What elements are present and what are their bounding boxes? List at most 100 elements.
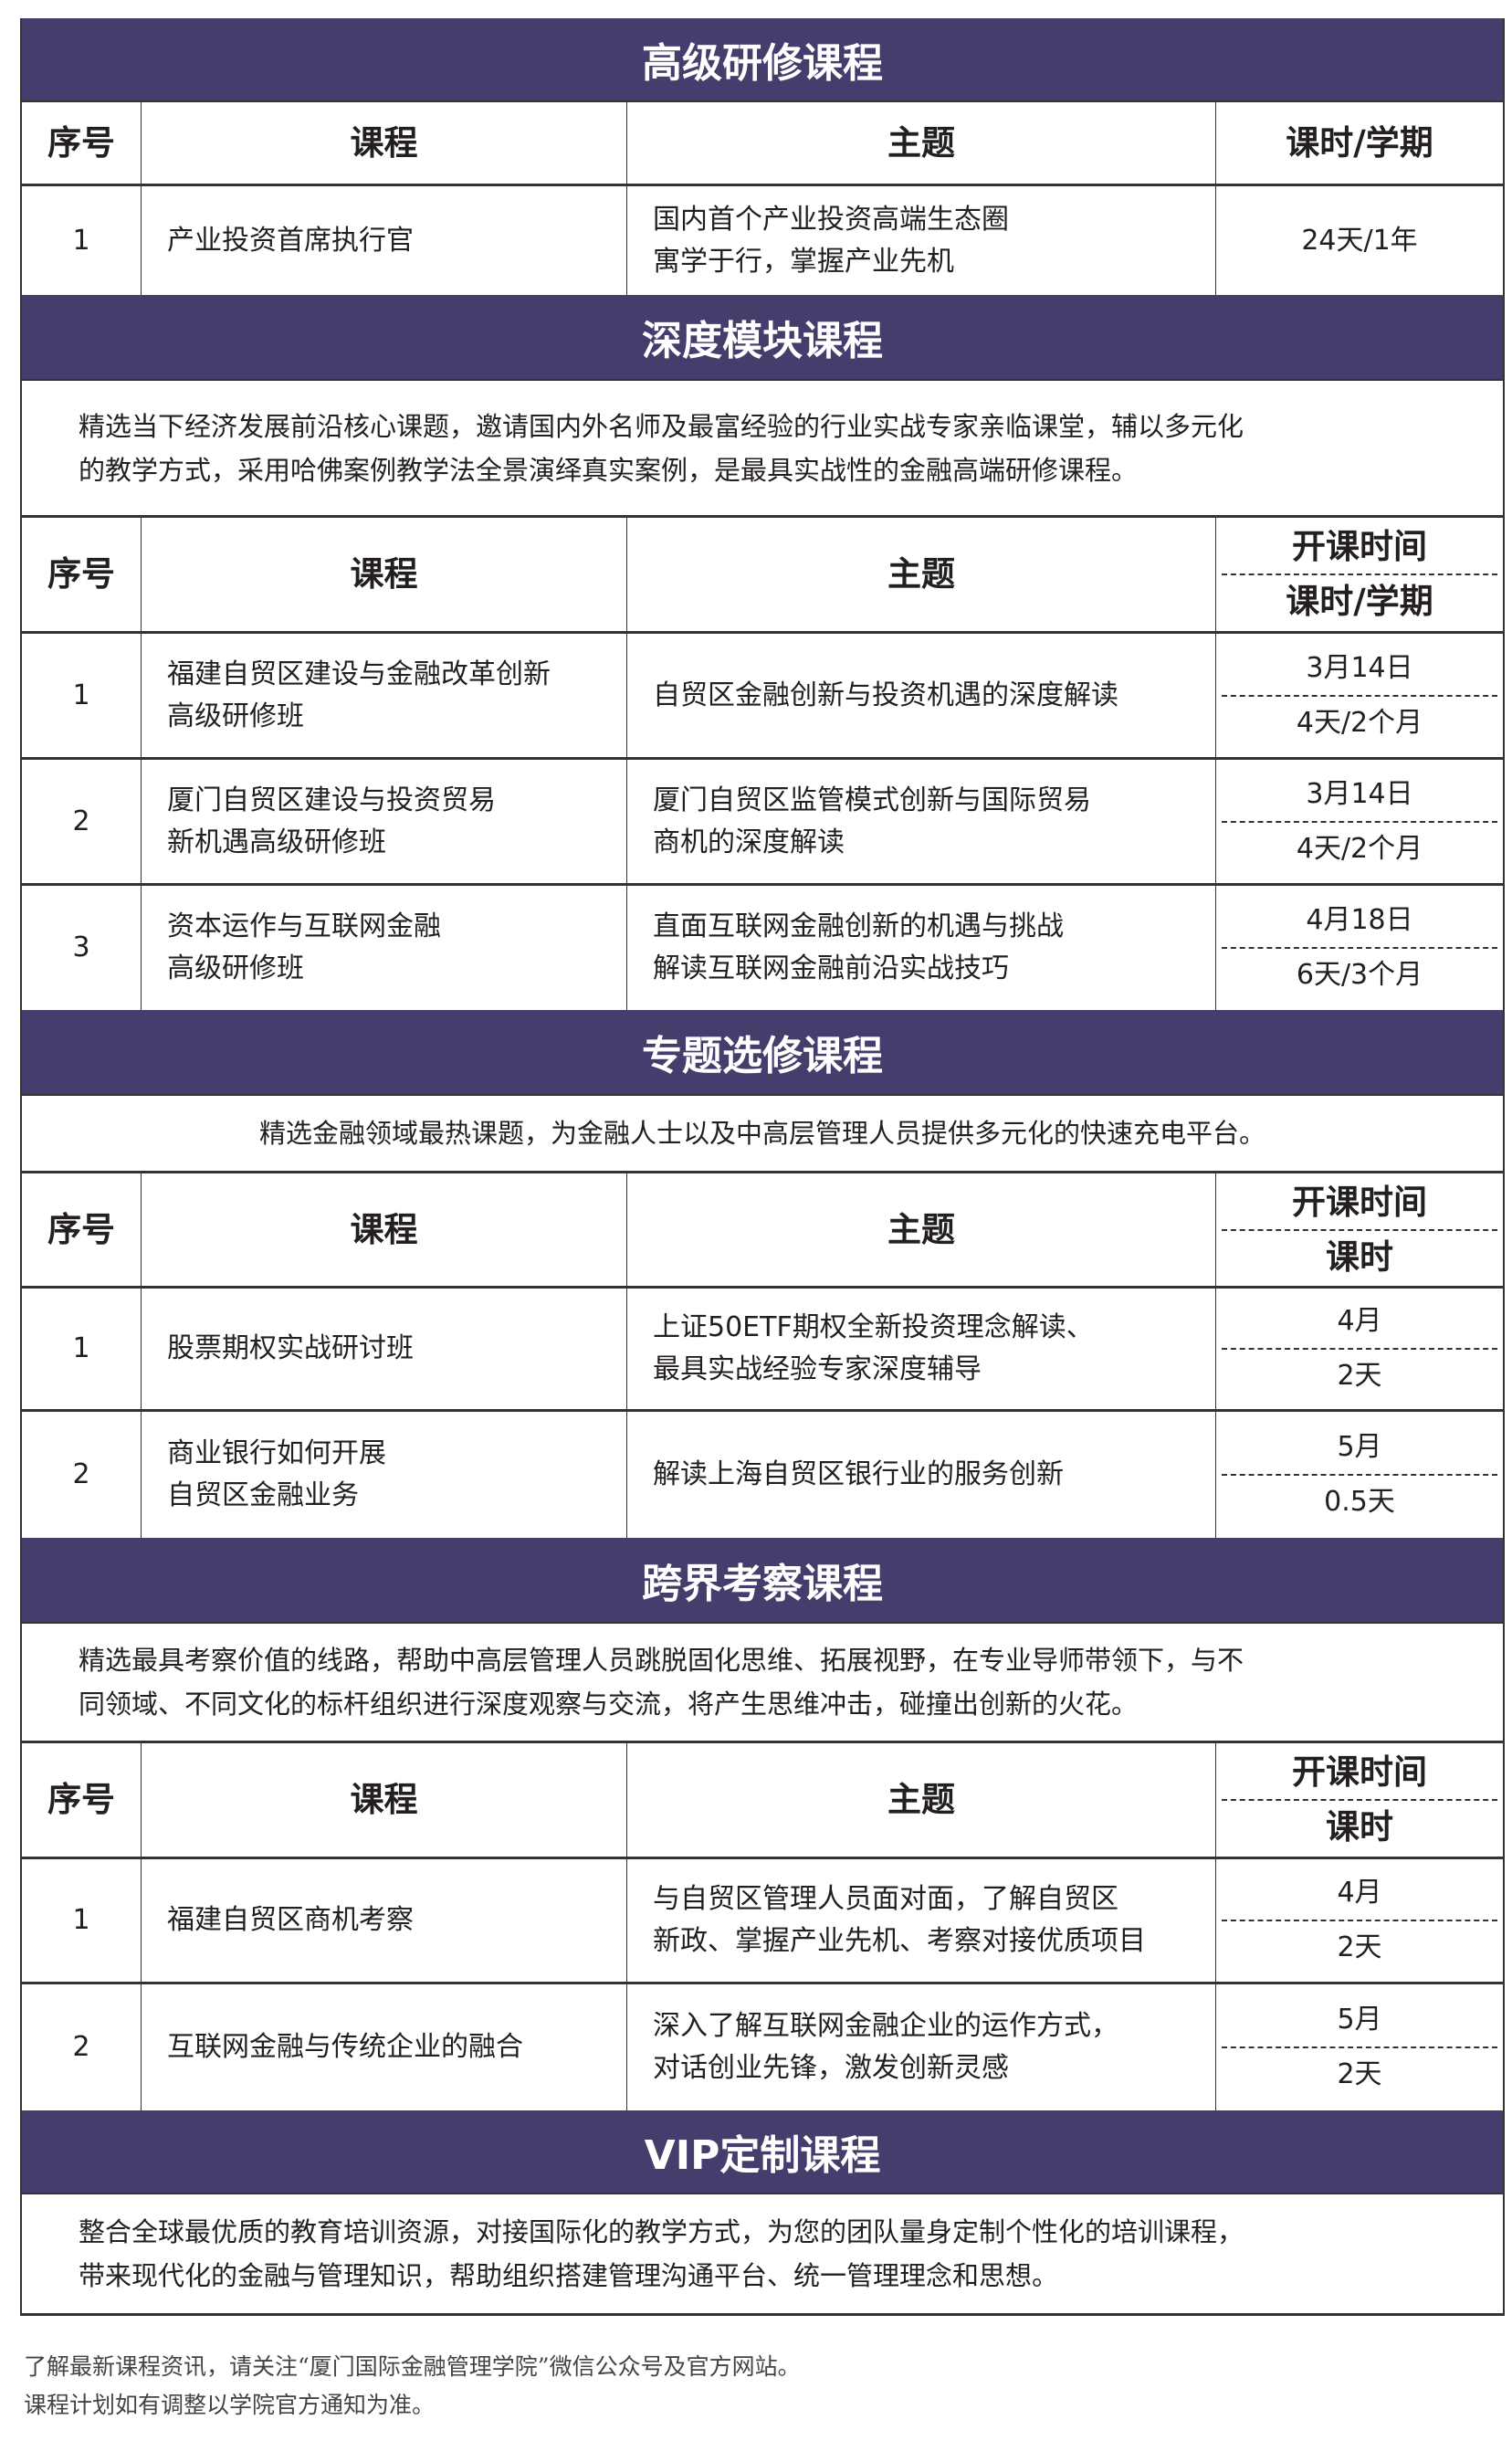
column-header-time: 开课时间 课时 <box>1216 1743 1503 1857</box>
course-name: 资本运作与互联网金融 高级研修班 <box>142 886 627 1010</box>
column-header-no: 序号 <box>22 102 142 184</box>
course-name: 股票期权实战研讨班 <box>142 1289 627 1409</box>
course-time-bottom: 0.5天 <box>1324 1486 1395 1518</box>
course-time-top: 3月14日 <box>1306 777 1413 810</box>
course-time: 3月14日 4天/2个月 <box>1216 634 1503 757</box>
footer-note-1: 了解最新课程资讯，请关注“厦门国际金融管理学院”微信公众号及官方网站。 <box>24 2353 801 2380</box>
table-row: 3 资本运作与互联网金融 高级研修班 直面互联网金融创新的机遇与挑战 解读互联网金融… <box>22 886 1503 1010</box>
column-header-time: 开课时间 课时 <box>1216 1173 1503 1286</box>
section-description: 整合全球最优质的教育培训资源，对接国际化的教学方式，为您的团队量身定制个性化的培… <box>79 2216 1244 2291</box>
course-time: 4月18日 6天/3个月 <box>1216 886 1503 1010</box>
column-header-no: 序号 <box>22 1173 142 1286</box>
course-topic: 上证50ETF期权全新投资理念解读、 最具实战经验专家深度辅导 <box>627 1289 1216 1409</box>
column-header-time-top: 开课时间 <box>1292 527 1427 566</box>
dashed-divider <box>1222 694 1497 697</box>
course-time-bottom: 6天/3个月 <box>1296 959 1423 991</box>
course-time-bottom: 4天/2个月 <box>1296 706 1423 739</box>
column-header-course: 课程 <box>142 1173 627 1286</box>
dashed-divider <box>1222 1348 1497 1350</box>
course-topic: 与自贸区管理人员面对面，了解自贸区 新政、掌握产业先机、考察对接优质项目 <box>627 1859 1216 1982</box>
column-header-time-top: 课时/学期 <box>1286 122 1433 163</box>
row-number: 1 <box>22 634 142 757</box>
section-title: 高级研修课程 <box>22 18 1503 102</box>
row-number: 2 <box>22 760 142 883</box>
column-header-time-bottom: 课时/学期 <box>1286 582 1433 621</box>
section-description: 精选当下经济发展前沿核心课题，邀请国内外名师及最富经验的行业实战专家亲临课堂，辅… <box>22 381 1503 518</box>
course-time-top: 4月 <box>1337 1877 1382 1909</box>
dashed-divider <box>1222 1228 1497 1231</box>
dashed-divider <box>1222 1920 1497 1921</box>
course-section: 高级研修课程 序号 课程 主题 课时/学期 1 产业投资首席执行官 国内首个产业投资高端生态圈… <box>22 18 1503 295</box>
section-title: VIP定制课程 <box>22 2110 1503 2194</box>
column-header-time-top: 开课时间 <box>1292 1182 1427 1222</box>
column-header-topic: 主题 <box>627 102 1216 184</box>
course-time: 24天/1年 <box>1216 186 1503 295</box>
course-time-top: 5月 <box>1337 2004 1382 2036</box>
course-section: 深度模块课程 精选当下经济发展前沿核心课题，邀请国内外名师及最富经验的行业实战专家… <box>22 295 1503 1010</box>
course-time: 5月 2天 <box>1216 1984 1503 2110</box>
column-header-time: 开课时间课时/学期 <box>1216 518 1503 631</box>
column-header-no: 序号 <box>22 518 142 631</box>
table-row: 2 厦门自贸区建设与投资贸易 新机遇高级研修班 厦门自贸区监管模式创新与国际贸易 商… <box>22 760 1503 886</box>
row-number: 2 <box>22 1984 142 2110</box>
course-name: 互联网金融与传统企业的融合 <box>142 1984 627 2110</box>
course-topic: 深入了解互联网金融企业的运作方式， 对话创业先锋，激发创新灵感 <box>627 1984 1216 2110</box>
column-header-time-bottom: 课时 <box>1326 1236 1393 1277</box>
course-time-bottom: 2天 <box>1337 2058 1382 2090</box>
section-description: 精选最具考察价值的线路，帮助中高层管理人员跳脱固化思维、拓展视野，在专业导师带领… <box>22 1624 1503 1743</box>
course-name: 产业投资首席执行官 <box>142 186 627 295</box>
course-name: 商业银行如何开展 自贸区金融业务 <box>142 1412 627 1538</box>
column-header-topic: 主题 <box>627 518 1216 631</box>
course-section: VIP定制课程整合全球最优质的教育培训资源，对接国际化的教学方式，为您的团队量身… <box>22 2110 1503 2313</box>
course-name: 福建自贸区建设与金融改革创新 高级研修班 <box>142 634 627 757</box>
table-row: 1 股票期权实战研讨班 上证50ETF期权全新投资理念解读、 最具实战经验专家深度辅… <box>22 1289 1503 1412</box>
table-row: 1 产业投资首席执行官 国内首个产业投资高端生态圈 寓学于行，掌握产业先机 24天/1… <box>22 186 1503 295</box>
section-title: 跨界考察课程 <box>22 1538 1503 1624</box>
row-number: 2 <box>22 1412 142 1538</box>
row-number: 3 <box>22 886 142 1010</box>
column-header-time-bottom: 课时 <box>1326 1807 1393 1847</box>
row-number: 1 <box>22 1289 142 1409</box>
course-section: 跨界考察课程 精选最具考察价值的线路，帮助中高层管理人员跳脱固化思维、拓展视野，在… <box>22 1538 1503 2110</box>
course-time-top: 4月 <box>1337 1305 1382 1337</box>
dashed-divider <box>1222 1799 1497 1801</box>
course-time: 5月 0.5天 <box>1216 1412 1503 1538</box>
course-topic: 自贸区金融创新与投资机遇的深度解读 <box>627 634 1216 757</box>
dashed-divider <box>1222 573 1497 575</box>
dashed-divider <box>1222 820 1497 823</box>
dashed-divider <box>1222 2046 1497 2048</box>
course-time-top: 5月 <box>1337 1431 1382 1463</box>
table-row: 1 福建自贸区商机考察 与自贸区管理人员面对面，了解自贸区 新政、掌握产业先机、考察… <box>22 1859 1503 1984</box>
course-name: 福建自贸区商机考察 <box>142 1859 627 1982</box>
column-header-course: 课程 <box>142 518 627 631</box>
course-topic: 国内首个产业投资高端生态圈 寓学于行，掌握产业先机 <box>627 186 1216 295</box>
course-topic: 解读上海自贸区银行业的服务创新 <box>627 1412 1216 1538</box>
column-header-course: 课程 <box>142 102 627 184</box>
course-time-top: 24天/1年 <box>1301 224 1418 257</box>
section-description: 精选金融领域最热课题，为金融人士以及中高层管理人员提供多元化的快速充电平台。 <box>22 1096 1503 1173</box>
table-header-row: 序号 课程 主题 开课时间 课时 <box>22 1743 1503 1859</box>
table-header-row: 序号 课程 主题 开课时间 课时 <box>22 1173 1503 1289</box>
section-title: 深度模块课程 <box>22 295 1503 381</box>
footer-note-2: 课程计划如有调整以学院官方通知为准。 <box>24 2392 436 2418</box>
course-topic: 厦门自贸区监管模式创新与国际贸易 商机的深度解读 <box>627 760 1216 883</box>
section-title: 专题选修课程 <box>22 1010 1503 1096</box>
course-topic: 直面互联网金融创新的机遇与挑战 解读互联网金融前沿实战技巧 <box>627 886 1216 1010</box>
column-header-topic: 主题 <box>627 1173 1216 1286</box>
dashed-divider <box>1222 947 1497 949</box>
course-time-top: 3月14日 <box>1306 651 1413 684</box>
course-time-top: 4月18日 <box>1306 904 1413 936</box>
course-section: 专题选修课程 精选金融领域最热课题，为金融人士以及中高层管理人员提供多元化的快速充… <box>22 1010 1503 1538</box>
row-number: 1 <box>22 186 142 295</box>
course-name: 厦门自贸区建设与投资贸易 新机遇高级研修班 <box>142 760 627 883</box>
column-header-time: 课时/学期 <box>1216 102 1503 184</box>
table-row: 2 商业银行如何开展 自贸区金融业务 解读上海自贸区银行业的服务创新 5月 0.5天 <box>22 1412 1503 1538</box>
table-header-row: 序号 课程 主题 课时/学期 <box>22 102 1503 186</box>
course-time: 4月 2天 <box>1216 1289 1503 1409</box>
course-time: 3月14日 4天/2个月 <box>1216 760 1503 883</box>
column-header-topic: 主题 <box>627 1743 1216 1857</box>
column-header-no: 序号 <box>22 1743 142 1857</box>
column-header-time-top: 开课时间 <box>1292 1752 1427 1792</box>
table-row: 2 互联网金融与传统企业的融合 深入了解互联网金融企业的运作方式， 对话创业先锋，激… <box>22 1984 1503 2110</box>
course-time-bottom: 2天 <box>1337 1360 1382 1392</box>
